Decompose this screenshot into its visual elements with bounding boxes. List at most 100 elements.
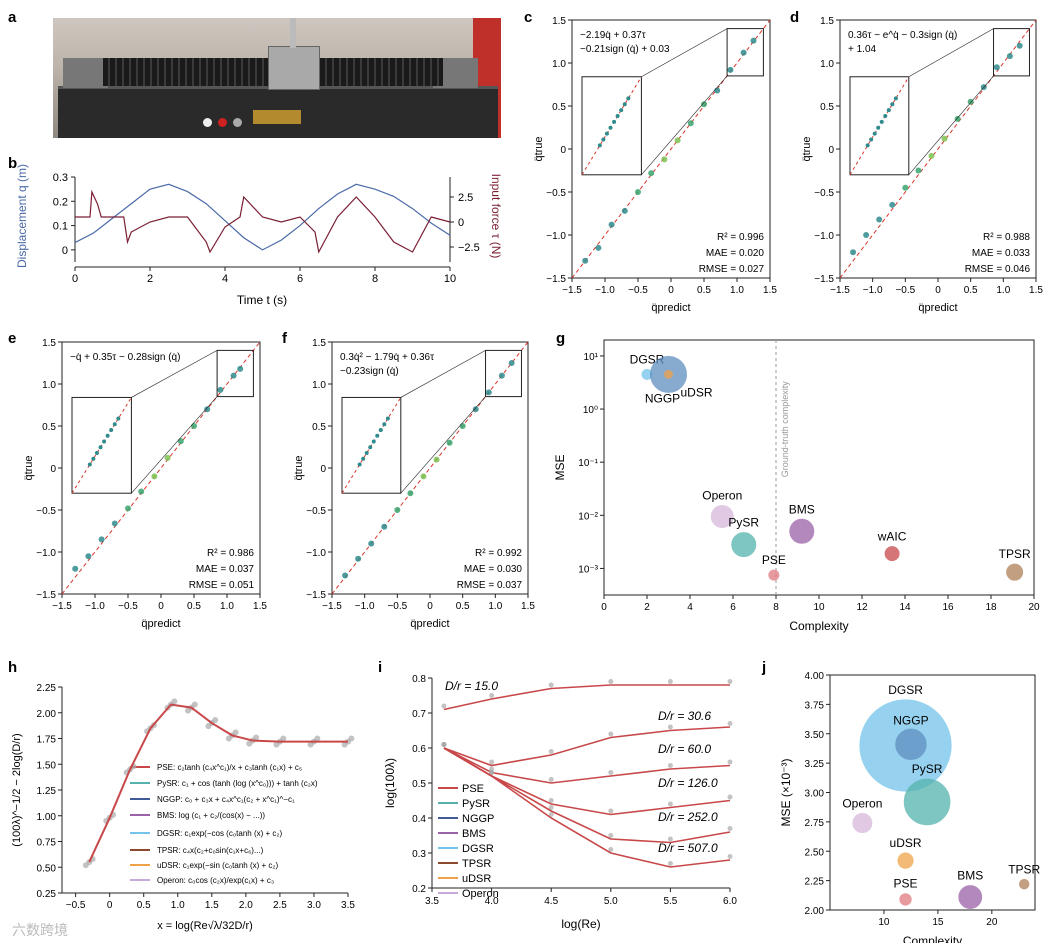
panel-c-inset-point <box>601 137 606 142</box>
panel-f-ytick-label: 1.0 <box>312 380 326 391</box>
panel-h-data-point <box>348 735 355 742</box>
panel-g-xtick-label: 2 <box>644 602 650 613</box>
panel-f-xtick-label: −1.5 <box>322 601 342 612</box>
panel-i-ytick-label: 0.8 <box>412 674 426 685</box>
panel-g-ylabel: MSE <box>553 454 567 480</box>
panel-e-ytick-label: −1.5 <box>36 590 56 601</box>
legend-formula-tpsr: TPSR: c₄x(c₂+c₀sin(c₁x+c₆)...) <box>157 846 264 855</box>
panel-e-scatter: −1.5−1.5 −1.0 −1.0 −0.5 −0.5 0 0 0.5 0.5 1.0 1.0 1.… <box>23 338 267 630</box>
panel-d-zoom-connector <box>908 75 994 175</box>
panel-c-point <box>740 49 747 56</box>
panel-d-point <box>941 135 948 142</box>
panel-g-bubble-label-operon: Operon <box>702 488 742 502</box>
panel-j-ytick-label: 4.00 <box>805 671 825 682</box>
panel-h-data-point <box>280 735 287 742</box>
legend-formula-nggp: NGGP: c₀ + c₃x + c₄x^c₁(c₂ + x^c₁)^−c₁ <box>157 795 295 804</box>
panel-c-inset-point <box>626 96 631 101</box>
panel-i-data-point <box>548 749 554 754</box>
panel-g-bubble-label-tpsr: TPSR <box>999 547 1031 561</box>
panel-g-xtick-label: 8 <box>773 602 779 613</box>
panel-h-ytick-label: 1.50 <box>37 760 57 771</box>
panel-f-xlabel: q̈predict <box>410 618 449 630</box>
panel-i-xtick-label: 3.5 <box>425 896 439 907</box>
panel-j-ytick-label: 2.75 <box>805 818 825 829</box>
panel-e-point <box>72 565 79 572</box>
panel-e-diagonal <box>61 341 261 595</box>
panel-c-ytick-label: 1.0 <box>552 59 566 70</box>
panel-d-point <box>876 216 883 223</box>
panel-g-annotation: Ground-truth complexity <box>780 381 790 478</box>
panel-g-bubble-operon <box>710 504 734 528</box>
panel-d-r2: R² = 0.988 <box>983 232 1030 243</box>
panel-g-ytick-label: 10⁻² <box>578 511 598 522</box>
panel-f-inset-point <box>371 439 376 444</box>
panel-j-bubble-pse <box>899 893 912 906</box>
panel-d-inset-point <box>869 137 874 142</box>
panel-d-inset-point <box>886 108 891 113</box>
panel-j-ytick-label: 2.00 <box>805 906 825 917</box>
panel-j-ylabel: MSE (×10⁻³) <box>779 758 793 826</box>
panel-i-legend: PSE PySR NGGP BMS DGSR TPSR uDSR Operon <box>438 783 499 900</box>
panel-j-bubble-label-tpsr: TPSR <box>1008 862 1040 876</box>
panel-h-data-point <box>232 729 239 736</box>
panel-j-bubble-pysr <box>903 778 951 826</box>
panel-c-point <box>582 257 589 264</box>
panel-d-xtick-label: −1.0 <box>863 285 883 296</box>
panel-i-ytick-label: 0.6 <box>412 744 426 755</box>
panel-h-ytick-label: 1.00 <box>37 812 57 823</box>
panel-f-point <box>472 406 479 413</box>
apparatus-photo <box>53 18 501 138</box>
panel-c-inset-diagonal <box>581 76 642 176</box>
panel-b-xtick-label: 10 <box>444 273 456 285</box>
panel-g-bubble-bms <box>789 518 815 544</box>
panel-e-ytick-label: 0 <box>50 464 56 475</box>
panel-d-point <box>967 98 974 105</box>
panel-e-inset-point <box>94 450 99 455</box>
control-knob <box>203 118 212 127</box>
panel-h-ylabel: (100λ)^−1/2 − 2log(D/r) <box>11 733 23 846</box>
panel-e-point <box>237 365 244 372</box>
panel-h-ytick-label: 1.75 <box>37 735 57 746</box>
panel-g-bubble-label-udsr: uDSR <box>680 385 712 399</box>
panel-e-point <box>230 372 237 379</box>
panel-i-data-point <box>441 703 447 709</box>
panel-c-zoom-connector <box>641 28 728 78</box>
panel-d-ytick-label: 1.0 <box>820 59 834 70</box>
panel-c-r2: R² = 0.996 <box>717 232 764 243</box>
panel-i-data-point <box>489 770 495 775</box>
panel-label-d: d <box>790 9 799 26</box>
panel-e-inset-point <box>98 445 103 450</box>
panel-c-ylabel: q̈true <box>533 136 545 161</box>
panel-c-ytick-label: 0.5 <box>552 102 566 113</box>
panel-e-inset-point <box>109 427 114 432</box>
panel-d-ytick-label: 0 <box>828 145 834 156</box>
panel-d-xtick-label: 0 <box>935 285 941 296</box>
panel-d-xtick-label: −0.5 <box>895 285 915 296</box>
panel-f-point <box>394 507 401 513</box>
panel-f-point <box>368 540 375 547</box>
panel-c-ytick-label: 1.5 <box>552 16 566 27</box>
panel-e-xtick-label: 0.5 <box>187 601 201 612</box>
panel-j-xlabel: Complexity <box>903 934 962 943</box>
panel-i-data-point <box>608 833 614 838</box>
panel-j-bubble-operon <box>852 813 873 834</box>
panel-c-point <box>595 244 602 251</box>
panel-j-ytick-label: 3.50 <box>805 730 825 741</box>
panel-i-data-point <box>548 812 554 817</box>
panel-b-ytick-left-label: 0 <box>62 245 68 257</box>
panel-b-ylabel-left: Displacement q (m) <box>15 164 29 268</box>
panel-i-data-point <box>441 742 447 747</box>
panel-f-point <box>508 360 515 366</box>
panel-d-point <box>889 201 896 208</box>
panel-i-data-point <box>727 759 733 765</box>
panel-b-ytick-right-label: −2.5 <box>458 242 480 254</box>
panel-h-xtick-label: 3.5 <box>341 900 355 911</box>
panel-d-point <box>928 152 935 159</box>
panel-g-xtick-label: 20 <box>1028 602 1040 613</box>
panel-e-inset-point <box>87 462 92 467</box>
panel-i-data-point <box>608 847 614 852</box>
panel-d-xtick-label: 1.5 <box>1029 285 1043 296</box>
panel-g-ytick-label: 10¹ <box>584 352 599 363</box>
panel-h-curves: PSE: c₂tanh (c₄x^c₁)/x + c₃tanh (c₁x) + … <box>11 683 355 932</box>
legend-formula-udsr: uDSR: c₁exp(−sin (c₀tanh (x) + c₂) <box>157 861 278 870</box>
